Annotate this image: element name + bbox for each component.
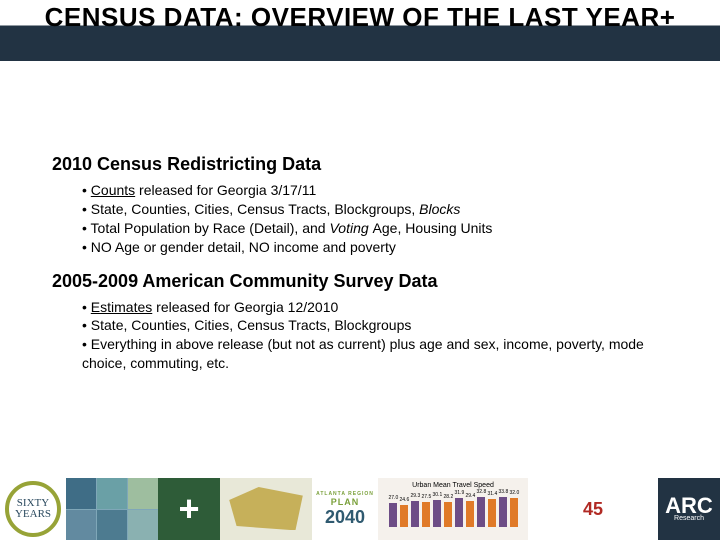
content-area: 2010 Census Redistricting Data Counts re… xyxy=(52,154,680,387)
plan-2040-logo: ATLANTA REGION PLAN 2040 xyxy=(316,491,374,528)
plan-label: PLAN xyxy=(316,497,374,507)
map-mosaic xyxy=(66,478,158,540)
badge-bottom: YEARS xyxy=(15,509,51,520)
study-area-shape xyxy=(229,487,303,530)
section-2: 2005-2009 American Community Survey Data… xyxy=(52,271,680,374)
bullet-item: Total Population by Race (Detail), and V… xyxy=(82,219,680,238)
plan-year: 2040 xyxy=(316,507,374,528)
arc-subtitle: Research xyxy=(674,515,704,522)
arc-logo: ARC xyxy=(665,496,713,516)
bullet-item: Counts released for Georgia 3/17/11 xyxy=(82,181,680,200)
page-title: CENSUS DATA: OVERVIEW OF THE LAST YEAR+ xyxy=(0,2,720,33)
footer-plan-tile: ATLANTA REGION PLAN 2040 xyxy=(312,478,378,540)
red-number: 45 xyxy=(583,499,603,520)
plus-icon: + xyxy=(178,488,199,530)
bullet-item: Everything in above release (but not as … xyxy=(82,335,680,373)
plan-region: ATLANTA REGION xyxy=(316,491,374,497)
section-heading: 2010 Census Redistricting Data xyxy=(52,154,680,175)
footer-study-tile xyxy=(220,478,312,540)
mini-chart-bars: 27.024.629.327.530.128.231.929.432.831.4… xyxy=(384,491,522,527)
footer-map-tile xyxy=(66,478,158,540)
footer-strip: SIXTY YEARS + ATLANTA REGION PLAN 2040 U… xyxy=(0,478,720,540)
bullet-item: State, Counties, Cities, Census Tracts, … xyxy=(82,316,680,335)
bullet-item: NO Age or gender detail, NO income and p… xyxy=(82,238,680,257)
footer-plus-tile: + xyxy=(158,478,220,540)
bullet-item: Estimates released for Georgia 12/2010 xyxy=(82,298,680,317)
bullet-list: Estimates released for Georgia 12/2010St… xyxy=(82,298,680,374)
bullet-list: Counts released for Georgia 3/17/11State… xyxy=(82,181,680,257)
footer-chart-tile: Urban Mean Travel Speed 27.024.629.327.5… xyxy=(378,478,528,540)
section-1: 2010 Census Redistricting Data Counts re… xyxy=(52,154,680,257)
footer-text-tile: 45 xyxy=(528,478,658,540)
sixty-years-badge: SIXTY YEARS xyxy=(5,481,61,537)
section-heading: 2005-2009 American Community Survey Data xyxy=(52,271,680,292)
footer-arc-tile: ARC Research xyxy=(658,478,720,540)
bullet-item: State, Counties, Cities, Census Tracts, … xyxy=(82,200,680,219)
footer-badge-tile: SIXTY YEARS xyxy=(0,478,66,540)
